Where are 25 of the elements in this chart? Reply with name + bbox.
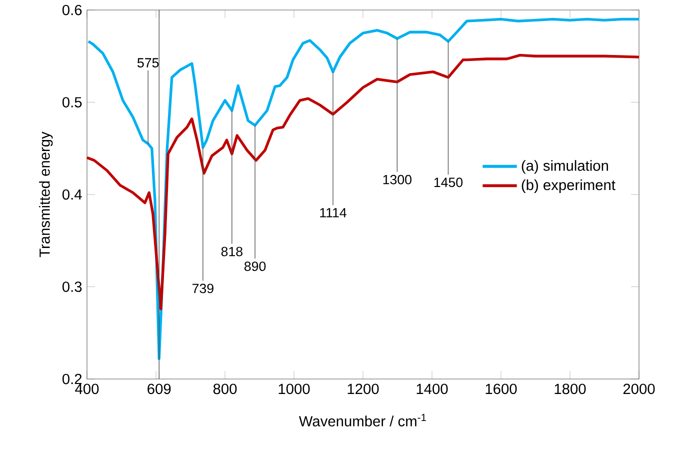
- legend-label: (a) simulation: [522, 160, 608, 174]
- x-axis-title: Wavenumber / cm$^{-1}$: [298, 414, 426, 426]
- annotation: 818: [221, 246, 242, 256]
- x-tick-label: 400: [75, 384, 99, 394]
- x-tick-label: 609: [148, 384, 171, 394]
- x-tick-label: 1000: [278, 384, 310, 394]
- x-tick-label: 2000: [623, 384, 655, 394]
- x-tick-label: 1600: [486, 384, 517, 394]
- x-tick-label: 1400: [416, 384, 448, 394]
- annotation: 890: [244, 262, 266, 272]
- y-tick-label: 0.4: [62, 189, 82, 200]
- y-tick-label: 0.3: [62, 282, 82, 292]
- y-axis-title: Transmitted energy: [39, 132, 53, 258]
- y-tick-label: 0.6: [62, 4, 82, 16]
- x-tick-label: 800: [213, 384, 237, 394]
- x-tick-label: 1200: [348, 384, 379, 394]
- annotation: 575: [137, 58, 159, 68]
- y-tick-label: 0.5: [62, 97, 82, 108]
- y-tick-label: 0.2: [62, 374, 82, 384]
- annotation: 1114: [320, 208, 346, 218]
- annotation: 1300: [383, 174, 412, 184]
- legend-label: (b) experiment: [522, 179, 616, 194]
- annotation: 1450: [434, 178, 463, 188]
- x-tick-label: 1800: [554, 384, 586, 394]
- annotation: 739: [192, 284, 214, 294]
